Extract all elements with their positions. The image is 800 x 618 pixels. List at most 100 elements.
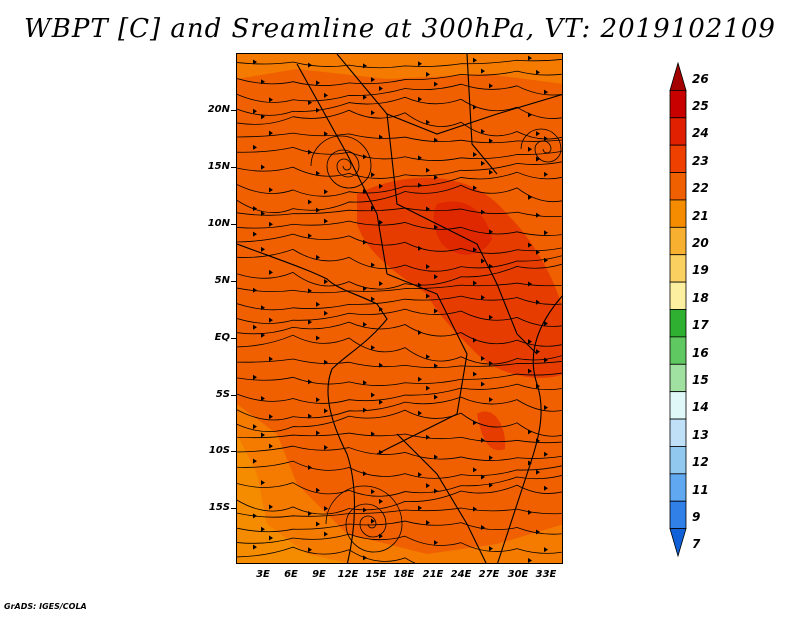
streamline-arrow bbox=[481, 356, 485, 362]
streamline-arrow bbox=[473, 506, 477, 512]
colorbar-box bbox=[669, 473, 687, 502]
lat-tick bbox=[231, 395, 236, 396]
streamline-arrow bbox=[253, 324, 257, 330]
streamline-arrow bbox=[426, 385, 430, 391]
lon-label-27e: 27E bbox=[478, 569, 500, 580]
streamline-arrow bbox=[473, 420, 477, 426]
streamline-arrow bbox=[473, 280, 477, 286]
streamline-arrow bbox=[371, 110, 375, 116]
streamline-arrow bbox=[489, 263, 493, 269]
streamline-arrow bbox=[261, 305, 265, 311]
streamline bbox=[237, 248, 562, 272]
streamline-arrow bbox=[308, 413, 312, 419]
streamline-arrow bbox=[481, 209, 485, 215]
streamline bbox=[237, 59, 562, 69]
vortices bbox=[310, 128, 562, 553]
streamline-arrow bbox=[528, 146, 532, 152]
streamline-arrow bbox=[426, 71, 430, 77]
streamline-arrow bbox=[253, 231, 257, 237]
streamline-arrow bbox=[261, 480, 265, 486]
streamline-arrow bbox=[316, 80, 320, 86]
streamline bbox=[237, 171, 562, 197]
streamline bbox=[237, 295, 562, 311]
streamline bbox=[237, 282, 562, 294]
streamline-arrow bbox=[434, 274, 438, 280]
streamline-arrow bbox=[269, 535, 273, 541]
colorbar-box bbox=[669, 226, 687, 256]
streamline-arrow bbox=[363, 189, 367, 195]
streamline-arrow bbox=[261, 396, 265, 402]
streamline-arrow bbox=[316, 335, 320, 341]
streamline-arrow bbox=[544, 230, 548, 236]
wbpt-edge-north bbox=[237, 54, 562, 84]
streamline-arrow bbox=[528, 368, 532, 374]
colorbar-label: 9 bbox=[692, 509, 701, 524]
streamline-arrow bbox=[426, 293, 430, 299]
lon-label-15e: 15E bbox=[365, 569, 387, 580]
streamline bbox=[237, 432, 562, 444]
streamline-arrow bbox=[473, 104, 477, 110]
colorbar-box bbox=[669, 309, 687, 338]
streamline-arrow bbox=[473, 185, 477, 191]
colorbar-box bbox=[669, 117, 687, 146]
streamline-arrow bbox=[434, 81, 438, 87]
colorbar-box bbox=[669, 363, 687, 393]
streamline-arrow bbox=[418, 562, 419, 563]
streamline-arrow bbox=[363, 380, 367, 386]
map-canvas bbox=[237, 54, 562, 563]
streamline-arrow bbox=[253, 513, 257, 519]
colorbar-label: 17 bbox=[692, 318, 709, 333]
streamline-arrow bbox=[544, 321, 548, 327]
streamline-arrow bbox=[544, 357, 548, 363]
streamline bbox=[237, 321, 562, 347]
streamline-arrow bbox=[316, 487, 320, 493]
streamline-arrow bbox=[269, 221, 273, 227]
streamline-arrow bbox=[308, 199, 312, 205]
streamline-arrow bbox=[363, 286, 367, 292]
streamline bbox=[237, 533, 562, 554]
streamline-arrow bbox=[418, 96, 422, 102]
streamline bbox=[237, 233, 562, 254]
streamline-arrow bbox=[371, 489, 375, 495]
colorbar-label: 13 bbox=[692, 427, 709, 442]
streamline-arrow bbox=[324, 531, 328, 537]
streamline-arrow bbox=[528, 242, 532, 248]
lat-tick bbox=[231, 451, 236, 452]
lon-label-3e: 3E bbox=[256, 569, 270, 580]
lat-label-15n: 15N bbox=[207, 161, 230, 172]
colorbar-label: 26 bbox=[692, 71, 709, 86]
streamline-arrow bbox=[261, 246, 265, 252]
lat-tick bbox=[231, 224, 236, 225]
streamline-arrow bbox=[371, 518, 375, 524]
streamline-arrow bbox=[269, 414, 273, 420]
streamline-arrow bbox=[269, 504, 273, 510]
streamline-arrow bbox=[489, 83, 493, 89]
streamline-arrow bbox=[261, 211, 265, 217]
lon-label-18e: 18E bbox=[393, 569, 415, 580]
streamline-arrow bbox=[324, 218, 328, 224]
streamline-arrow bbox=[379, 85, 383, 91]
streamline-arrow bbox=[528, 112, 532, 118]
streamline-arrow bbox=[528, 194, 532, 200]
streamline-arrow bbox=[528, 460, 532, 466]
streamline-arrow bbox=[528, 281, 532, 287]
streamline-arrow bbox=[481, 129, 485, 135]
coastlines bbox=[237, 54, 562, 563]
streamline-arrow bbox=[434, 224, 438, 230]
streamline-arrow bbox=[434, 394, 438, 400]
streamline-arrow bbox=[269, 130, 273, 136]
streamline bbox=[237, 308, 562, 327]
streamline bbox=[237, 70, 562, 86]
streamline-arrow bbox=[324, 131, 328, 137]
streamline-arrow bbox=[426, 206, 430, 212]
streamline-arrow bbox=[324, 505, 328, 511]
streamline-arrow bbox=[426, 264, 430, 270]
map-panel bbox=[236, 53, 563, 564]
streamline-arrow bbox=[371, 431, 375, 437]
streamline-arrow bbox=[528, 55, 532, 61]
lat-label-5s: 5S bbox=[215, 389, 230, 400]
lon-label-30e: 30E bbox=[507, 569, 529, 580]
lon-label-21e: 21E bbox=[422, 569, 444, 580]
streamline-arrow bbox=[253, 206, 257, 212]
streamline-arrow bbox=[481, 525, 485, 531]
